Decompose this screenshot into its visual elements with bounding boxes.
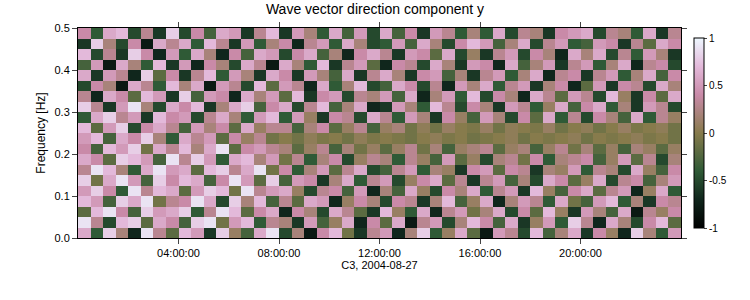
svg-text:0.5: 0.5 — [55, 22, 70, 34]
svg-text:1: 1 — [709, 33, 715, 44]
svg-text:0.5: 0.5 — [709, 80, 723, 91]
svg-text:08:00:00: 08:00:00 — [258, 247, 301, 259]
svg-text:0.3: 0.3 — [55, 106, 70, 118]
svg-text:0.4: 0.4 — [55, 64, 70, 76]
svg-text:Frequency [Hz]: Frequency [Hz] — [34, 92, 48, 173]
svg-text:0: 0 — [709, 128, 715, 139]
svg-text:0.1: 0.1 — [55, 190, 70, 202]
svg-text:12:00:00: 12:00:00 — [358, 247, 401, 259]
svg-text:0.2: 0.2 — [55, 148, 70, 160]
svg-text:-1: -1 — [709, 223, 718, 234]
svg-text:20:00:00: 20:00:00 — [559, 247, 602, 259]
svg-text:0.0: 0.0 — [55, 232, 70, 244]
svg-text:04:00:00: 04:00:00 — [157, 247, 200, 259]
svg-text:C3, 2004-08-27: C3, 2004-08-27 — [341, 259, 417, 271]
svg-text:Wave vector direction componen: Wave vector direction component y — [266, 1, 484, 17]
svg-text:16:00:00: 16:00:00 — [459, 247, 502, 259]
svg-text:-0.5: -0.5 — [709, 175, 727, 186]
